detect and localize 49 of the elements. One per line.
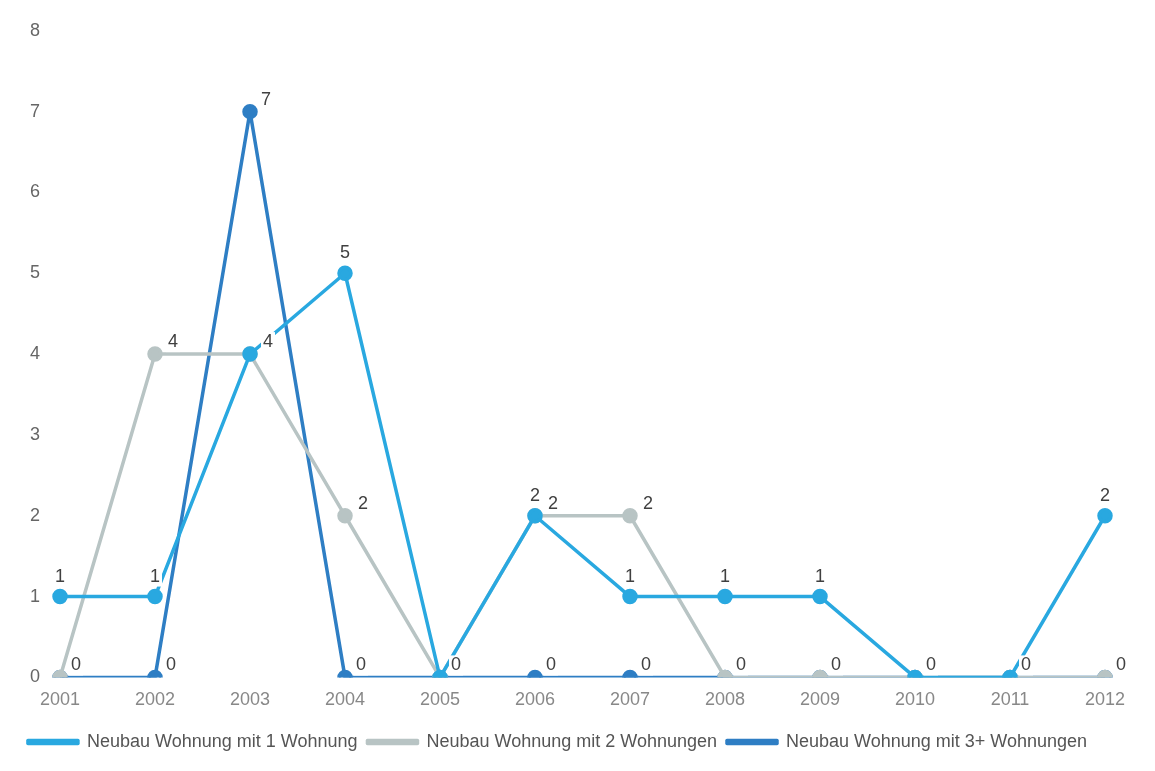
x-tick-label: 2001: [39, 689, 81, 710]
data-label: 0: [451, 654, 462, 675]
data-label: 4: [263, 331, 274, 352]
x-tick-label: 2009: [799, 689, 841, 710]
data-label: 0: [831, 654, 842, 675]
y-tick-label: 8: [30, 19, 41, 40]
y-tick-label: 7: [30, 100, 41, 121]
data-label: 0: [736, 654, 747, 675]
data-label: 1: [625, 565, 636, 586]
x-tick-label: 2007: [609, 689, 651, 710]
data-label: 0: [641, 654, 652, 675]
data-label: 2: [548, 492, 559, 513]
data-label: 0: [1020, 654, 1032, 675]
y-tick-label: 5: [30, 262, 41, 283]
x-tick-label: 2012: [1084, 689, 1126, 710]
data-label: 2: [1099, 484, 1111, 505]
data-label: 2: [358, 492, 369, 513]
data-label: 2: [643, 492, 654, 513]
data-label: 0: [546, 654, 557, 675]
data-label: 5: [340, 242, 351, 263]
data-label: 2: [530, 484, 541, 505]
data-label: 1: [55, 565, 66, 586]
y-tick-label: 2: [30, 504, 41, 525]
data-label: 0: [356, 654, 367, 675]
legend-label: Neubau Wohnung mit 1 Wohnung: [86, 730, 358, 751]
data-label: 4: [168, 331, 179, 352]
x-tick-label: 2002: [134, 689, 176, 710]
legend-label: Neubau Wohnung mit 2 Wohnungen: [426, 730, 718, 751]
data-label: 0: [1115, 654, 1127, 675]
data-label: 1: [150, 565, 161, 586]
x-tick-label: 2004: [324, 689, 366, 710]
data-label: 7: [261, 88, 272, 109]
legend-label: Neubau Wohnung mit 3+ Wohnungen: [786, 730, 1088, 751]
data-label: 0: [166, 654, 177, 675]
data-label: 1: [815, 565, 826, 586]
data-label: 0: [71, 654, 82, 675]
x-tick-label: 2008: [704, 689, 746, 710]
data-label: 0: [925, 654, 937, 675]
y-tick-label: 6: [30, 181, 41, 202]
y-tick-label: 1: [30, 585, 41, 606]
x-tick-label: 2006: [514, 689, 556, 710]
y-tick-label: 0: [30, 666, 41, 687]
x-tick-label: 2010: [894, 689, 936, 710]
x-tick-label: 2005: [419, 689, 461, 710]
x-tick-label: 2003: [229, 689, 271, 710]
y-tick-label: 4: [30, 343, 41, 364]
y-tick-label: 3: [30, 423, 41, 444]
x-tick-label: 2011: [990, 689, 1030, 710]
data-label: 1: [720, 565, 731, 586]
